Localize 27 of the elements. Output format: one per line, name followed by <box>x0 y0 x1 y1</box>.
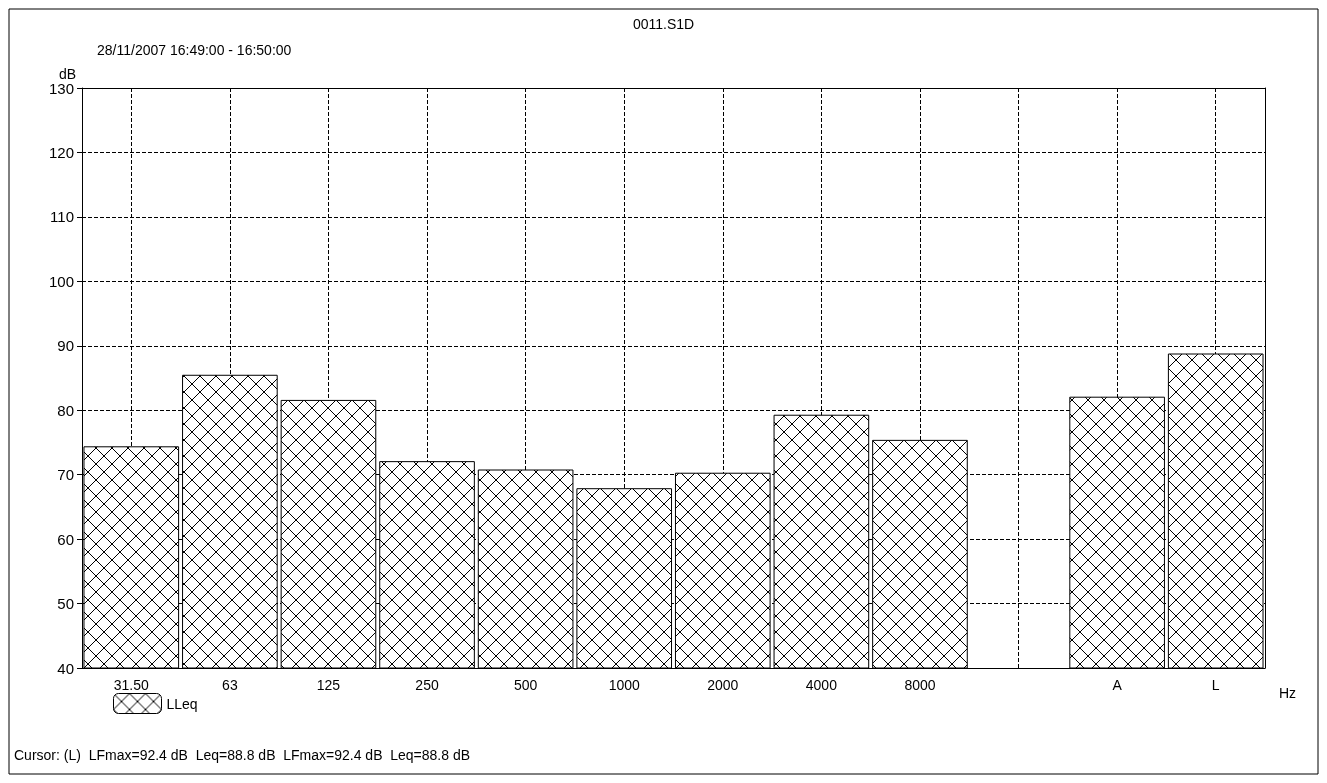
x-tick-label: 2000 <box>707 677 739 693</box>
x-tick-label: 63 <box>222 677 238 693</box>
y-tick-label: 90 <box>57 337 74 355</box>
y-tick-label: 50 <box>57 595 74 613</box>
x-tick-label: L <box>1211 677 1220 693</box>
x-tick-label: 250 <box>415 677 439 693</box>
y-tick-label: 60 <box>57 530 74 548</box>
y-axis-title: dB <box>58 65 76 82</box>
text: Cursor: (L) LFmax=92.4 dB Leq=88.8 dB LFmax=92.4 dB Leq=88.8 dB <box>14 747 471 763</box>
y-tick-label: 100 <box>48 272 74 290</box>
y-tick-label: 110 <box>50 208 74 226</box>
x-tick-label: 8000 <box>904 677 936 693</box>
x-tick-label: A <box>1112 677 1123 693</box>
legend-label: LLeq <box>166 695 198 712</box>
x-tick-label: 125 <box>316 677 341 693</box>
x-tick-label: 31.50 <box>113 677 150 693</box>
y-tick-label: 130 <box>48 79 74 97</box>
x-tick-label: 4000 <box>805 677 838 693</box>
y-tick-label: 70 <box>57 466 74 484</box>
y-tick-label: 120 <box>48 143 74 161</box>
chart-subtitle: 28/11/2007 16:49:00 - 16:50:00 <box>97 42 292 58</box>
x-axis-title: Hz <box>1279 685 1297 701</box>
x-tick-label: 500 <box>513 677 538 693</box>
chart-title: 0011.S1D <box>632 16 695 32</box>
y-tick-label: 80 <box>57 401 74 419</box>
y-tick-label: 40 <box>57 659 74 677</box>
x-tick-label: 1000 <box>608 677 640 693</box>
